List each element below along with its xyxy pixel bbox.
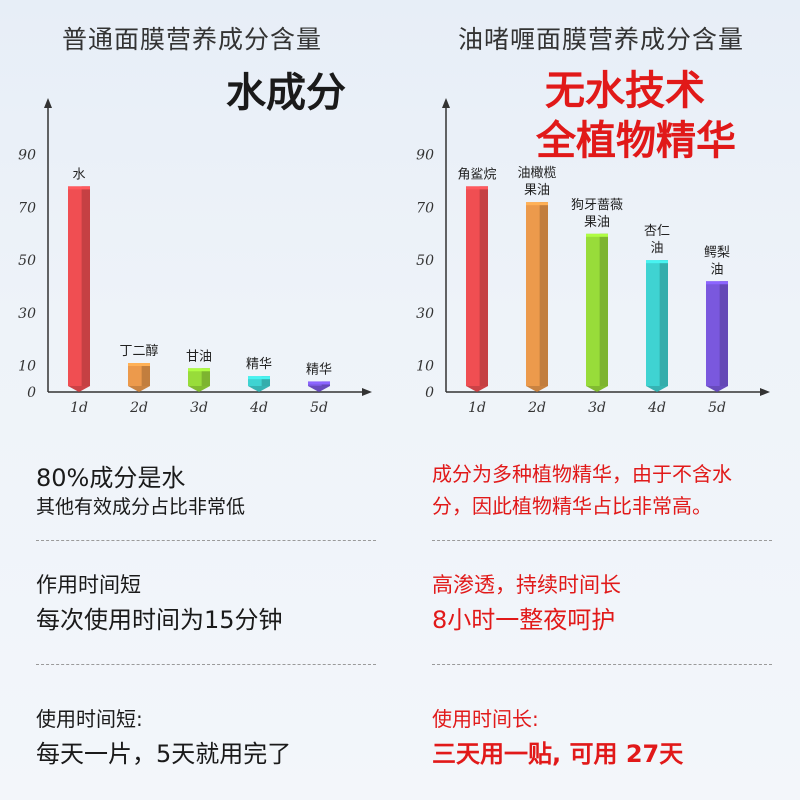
left-bar-label-5d-0: 精华	[306, 362, 332, 377]
left-bar-tip-3d	[188, 386, 210, 392]
right-xtick-4d: 4d	[647, 400, 666, 416]
right-bar-label-2d-0: 油橄榄	[517, 165, 556, 181]
right-x-axis-arrow	[760, 388, 770, 396]
left-bar-top-4d	[248, 376, 270, 380]
right-bar-label-4d-1: 油	[650, 241, 663, 256]
left-bar-label-1d-0: 水	[72, 167, 85, 182]
right-bar-top-5d	[706, 281, 728, 285]
right-xtick-2d: 2d	[527, 400, 546, 416]
left-ytick-30: 30	[18, 306, 36, 322]
left-note-2-line2: 每次使用时间为15分钟	[36, 606, 283, 634]
left-bar-tip-2d	[128, 386, 150, 392]
left-bar-shade-1d	[81, 186, 90, 386]
right-note-1-line1: 成分为多种植物精华，由于不含水	[432, 462, 732, 486]
right-bar-label-2d-1: 果油	[524, 183, 550, 198]
right-divider-2	[432, 664, 772, 665]
right-note-2-line2: 8小时一整夜呵护	[432, 606, 616, 634]
right-bar-label-1d-0: 角鲨烷	[457, 167, 496, 182]
left-panel-title: 普通面膜营养成分含量	[62, 25, 323, 54]
right-xtick-5d: 5d	[708, 400, 726, 416]
right-bar-label-3d-1: 果油	[584, 215, 610, 230]
left-y-axis-arrow	[44, 98, 52, 108]
right-ytick-0: 0	[425, 385, 434, 401]
left-bar-top-5d	[308, 381, 330, 385]
right-bar-tip-1d	[466, 386, 488, 392]
left-xtick-5d: 5d	[310, 400, 328, 416]
left-xtick-1d: 1d	[70, 400, 88, 416]
right-subtitle-line2: 全植物精华	[536, 118, 736, 164]
right-bar-tip-4d	[646, 386, 668, 392]
right-bar-shade-2d	[539, 202, 548, 386]
right-bar-top-3d	[586, 233, 608, 237]
left-note-1-line2: 其他有效成分占比非常低	[36, 496, 246, 518]
left-bar-tip-1d	[68, 386, 90, 392]
left-bar-chart: 0 10 30 50 70 90 1d 水 2d 丁二醇 3d 甘油 4d 精华 5d 精华	[18, 98, 372, 416]
left-note-2-line1: 作用时间短	[36, 573, 141, 597]
left-bar-tip-4d	[248, 386, 270, 392]
right-bar-top-4d	[646, 260, 668, 264]
left-bar-shade-3d	[201, 368, 210, 386]
left-bar-label-4d-0: 精华	[246, 357, 272, 372]
right-note-2-line1: 高渗透，持续时间长	[432, 573, 621, 597]
left-ytick-50: 50	[18, 253, 36, 269]
right-bar-shade-1d	[479, 186, 488, 386]
right-ytick-50: 50	[416, 253, 434, 269]
right-bar-tip-2d	[526, 386, 548, 392]
left-bar-top-1d	[68, 186, 90, 190]
right-ytick-70: 70	[416, 200, 434, 216]
right-bar-shade-3d	[599, 233, 608, 386]
right-bar-top-1d	[466, 186, 488, 190]
left-divider-1	[36, 540, 376, 541]
right-note-3-line2: 三天用一贴, 可用 27天	[432, 740, 684, 768]
left-bar-label-3d-0: 甘油	[186, 349, 212, 364]
left-divider-2	[36, 664, 376, 665]
right-bar-chart: 010305070901d角鲨烷2d油橄榄果油3d狗牙蔷薇果油4d杏仁油5d鳄梨…	[416, 98, 770, 416]
right-bar-label-3d-0: 狗牙蔷薇	[571, 198, 623, 213]
left-ytick-70: 70	[18, 200, 36, 216]
right-bar-top-2d	[526, 202, 548, 206]
left-bar-shade-2d	[141, 363, 150, 386]
left-ytick-0: 0	[27, 385, 36, 401]
right-bar-tip-3d	[586, 386, 608, 392]
right-bar-label-4d-0: 杏仁	[644, 224, 670, 239]
left-xtick-2d: 2d	[129, 400, 148, 416]
right-note-3-line1: 使用时间长:	[432, 707, 539, 731]
left-xtick-4d: 4d	[249, 400, 268, 416]
left-bar-top-2d	[128, 363, 150, 366]
left-bar-label-2d-0: 丁二醇	[119, 343, 158, 359]
left-xtick-3d: 3d	[190, 400, 208, 416]
right-ytick-90: 90	[416, 148, 434, 164]
right-subtitle-line1: 无水技术	[545, 68, 705, 114]
right-bar-label-5d-1: 油	[710, 262, 723, 277]
left-note-3-line1: 使用时间短:	[36, 707, 143, 731]
left-x-axis-arrow	[362, 388, 372, 396]
right-panel-title: 油啫喱面膜营养成分含量	[458, 25, 745, 54]
left-ytick-10: 10	[18, 359, 36, 375]
right-ytick-30: 30	[416, 306, 434, 322]
right-divider-1	[432, 540, 772, 541]
right-xtick-3d: 3d	[588, 400, 606, 416]
right-y-axis-arrow	[442, 98, 450, 108]
left-ytick-90: 90	[18, 148, 36, 164]
right-bar-shade-4d	[659, 260, 668, 386]
left-subtitle: 水成分	[226, 70, 346, 116]
right-ytick-10: 10	[416, 359, 434, 375]
left-bar-4d	[248, 376, 270, 386]
right-bar-label-5d-0: 鳄梨	[704, 245, 730, 260]
left-bar-tip-5d	[308, 386, 330, 392]
right-bar-tip-5d	[706, 386, 728, 392]
right-note-1-line2: 分，因此植物精华占比非常高。	[432, 494, 712, 518]
left-bar-top-3d	[188, 368, 210, 372]
right-xtick-1d: 1d	[468, 400, 486, 416]
left-note-1-line1: 80%成分是水	[36, 464, 186, 492]
left-bar-shade-4d	[261, 376, 270, 386]
left-note-3-line2: 每天一片，5天就用完了	[36, 740, 292, 768]
right-bar-shade-5d	[719, 281, 728, 386]
